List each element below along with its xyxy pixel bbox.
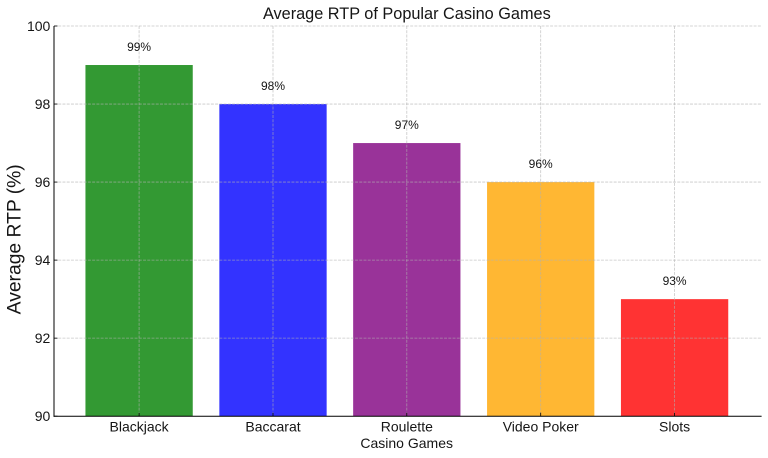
svg-text:96: 96 <box>35 174 51 190</box>
svg-text:92: 92 <box>35 330 51 346</box>
svg-text:94: 94 <box>35 252 51 268</box>
svg-text:Average RTP of Popular Casino: Average RTP of Popular Casino Games <box>263 5 551 23</box>
svg-text:98%: 98% <box>261 79 285 93</box>
svg-text:96%: 96% <box>529 157 553 171</box>
svg-text:93%: 93% <box>663 274 687 288</box>
svg-text:90: 90 <box>35 408 51 424</box>
svg-text:97%: 97% <box>395 118 419 132</box>
svg-text:Baccarat: Baccarat <box>245 418 300 434</box>
svg-text:Blackjack: Blackjack <box>110 418 170 434</box>
svg-text:Casino Games: Casino Games <box>360 435 453 451</box>
svg-text:Average RTP (%): Average RTP (%) <box>5 164 26 314</box>
svg-text:100: 100 <box>27 18 51 34</box>
svg-text:Slots: Slots <box>659 418 690 434</box>
svg-text:98: 98 <box>35 96 51 112</box>
svg-text:99%: 99% <box>127 40 151 54</box>
svg-text:Roulette: Roulette <box>381 418 433 434</box>
svg-text:Video Poker: Video Poker <box>503 418 579 434</box>
